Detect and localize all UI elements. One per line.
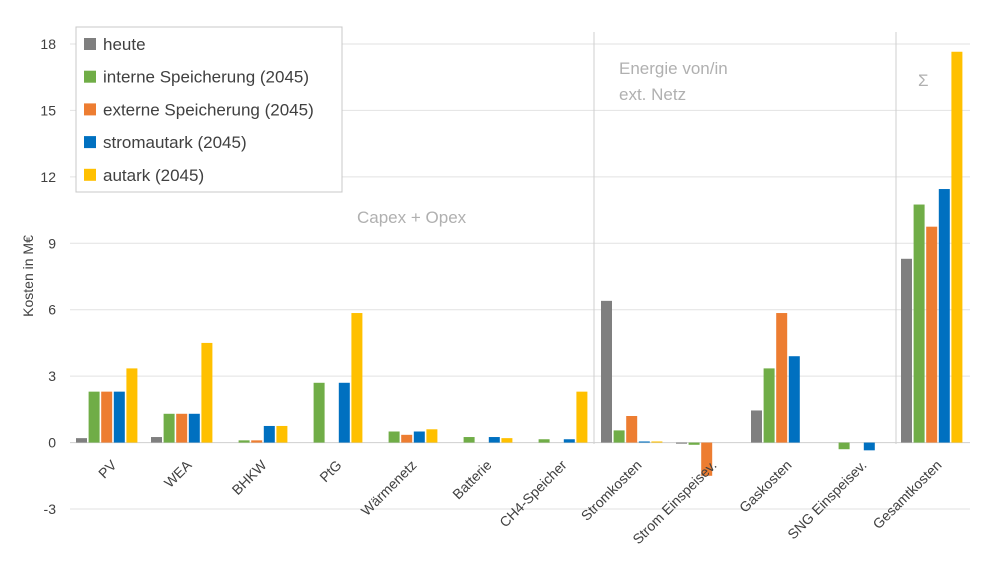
legend: heute interne Speicherung (2045) externe S… [75,26,343,193]
bar [563,439,575,443]
y-tick-label: 3 [48,368,56,384]
bar [538,439,550,443]
annotation-label: Capex + Opex [357,208,467,227]
bar [626,416,638,443]
annotation-label: Σ [918,71,929,90]
bar [938,189,950,443]
legend-swatch [84,38,96,50]
legend-swatch [84,136,96,149]
legend-swatch [84,70,96,83]
x-tick-label: BHKW [229,456,271,498]
bar [776,313,788,443]
bar [263,425,275,443]
bar [576,391,588,443]
bar [126,368,138,443]
bar [151,437,162,443]
legend-label: interne Speicherung (2045) [103,68,309,87]
x-tick-label: Stromkosten [578,457,645,524]
bar [488,437,500,443]
bar [926,226,938,443]
section-separators [593,32,897,444]
annotations: Capex + Opex Energie von/in ext. Netz Σ [357,59,929,227]
y-tick-label: 0 [48,435,56,451]
y-axis-ticks: -3 0 3 6 9 12 15 18 [40,36,56,517]
bar [188,413,200,443]
bar [426,429,438,443]
legend-label: externe Speicherung (2045) [103,100,314,119]
bar [463,437,475,443]
x-tick-label: PtG [316,457,344,485]
bar [251,440,263,443]
annotation-label: Energie von/in [619,59,728,78]
x-tick-label: PV [95,456,120,481]
legend-label: heute [103,35,146,54]
bar [863,442,875,451]
bar [401,434,413,443]
bar [763,368,775,443]
bar [638,441,650,443]
legend-label: stromautark (2045) [103,133,247,152]
bar [238,440,250,443]
bar [501,438,513,443]
bar [913,204,925,443]
bar [601,300,612,443]
y-tick-label: 9 [48,235,56,251]
legend-swatch [84,168,96,181]
bar [76,438,87,443]
bar [201,342,213,443]
bar [676,442,687,444]
y-tick-label: -3 [44,501,57,517]
bar [313,382,325,443]
legend-label: autark (2045) [103,166,204,185]
legend-swatch [84,103,96,116]
bar [788,356,800,443]
bar [176,413,188,443]
bar [163,413,175,443]
x-axis-ticks: PV WEA BHKW PtG Wärmenetz Batterie CH4-Speiche… [95,456,945,547]
legend-box [75,26,343,193]
bars [76,51,963,476]
bar [351,313,363,443]
x-tick-label: SNG Einspeisev. [784,457,869,542]
y-tick-label: 12 [40,169,56,185]
bar [901,258,912,443]
x-tick-label: Gesamtkosten [869,457,944,532]
bar [101,391,113,443]
bar [613,430,625,443]
bar [688,442,700,445]
x-tick-label: WEA [161,456,195,490]
bar [276,425,288,443]
bar [751,410,762,443]
x-tick-label: Batterie [449,457,495,503]
bar [701,442,713,476]
y-tick-label: 15 [40,102,56,118]
bar [413,431,425,443]
bar [838,442,850,450]
y-axis-label: Kosten in M€ [20,235,36,317]
x-tick-label: Strom Einspeisev. [629,457,719,547]
x-tick-label: CH4-Speicher [496,457,570,531]
y-tick-label: 18 [40,36,56,52]
x-tick-label: Gaskosten [736,457,795,516]
bar [951,51,963,443]
y-tick-label: 6 [48,302,56,318]
bar [338,382,350,443]
bar [88,391,100,443]
bar [113,391,125,443]
annotation-label: ext. Netz [619,85,686,104]
bar [651,441,663,443]
bar [388,431,400,443]
